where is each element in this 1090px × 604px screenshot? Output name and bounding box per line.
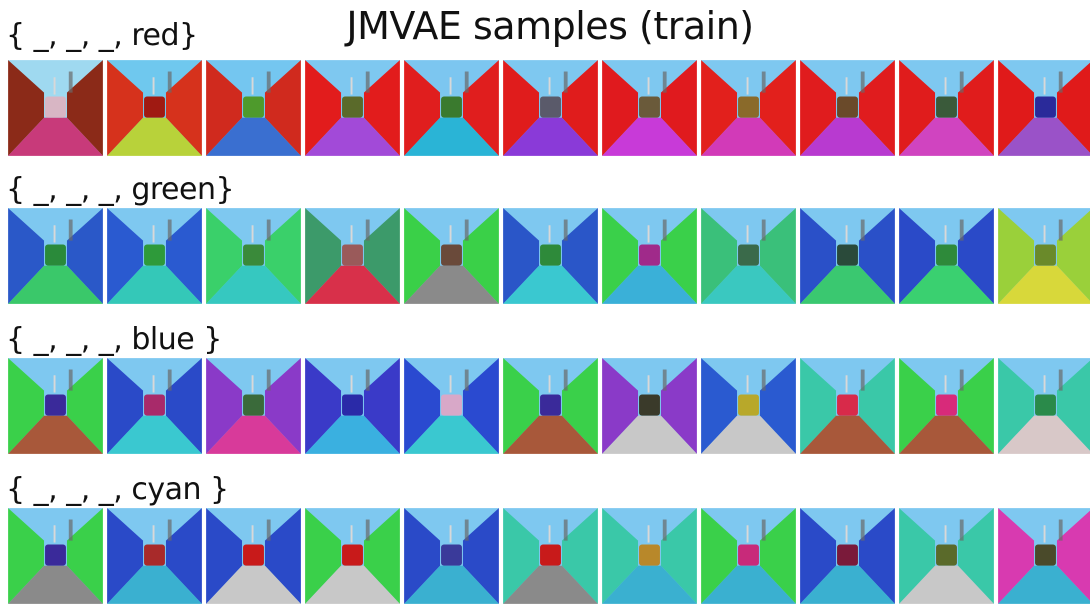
sample-image [998, 60, 1090, 156]
sample-image [602, 508, 697, 604]
sample-image [206, 358, 301, 454]
sample-image [899, 208, 994, 304]
sample-image [503, 358, 598, 454]
sample-image [800, 208, 895, 304]
sample-image [107, 508, 202, 604]
sample-image [8, 60, 103, 156]
sample-image [8, 508, 103, 604]
sample-row-blue [8, 358, 1090, 454]
sample-image [899, 60, 994, 156]
sample-image [503, 508, 598, 604]
sample-image [404, 60, 499, 156]
row-label-red: { _, _, _, red} [6, 18, 198, 53]
sample-row-green [8, 208, 1090, 304]
sample-image [206, 508, 301, 604]
sample-image [404, 358, 499, 454]
row-label-cyan: { _, _, _, cyan } [6, 472, 229, 507]
sample-image [107, 358, 202, 454]
sample-image [206, 208, 301, 304]
sample-row-cyan [8, 508, 1090, 604]
row-label-green: { _, _, _, green} [6, 172, 235, 207]
sample-image [503, 208, 598, 304]
figure-title: JMVAE samples (train) [346, 4, 754, 48]
sample-image [899, 508, 994, 604]
sample-image [800, 358, 895, 454]
sample-image [8, 208, 103, 304]
sample-image [305, 208, 400, 304]
sample-image [701, 508, 796, 604]
sample-image [800, 60, 895, 156]
sample-image [998, 508, 1090, 604]
sample-image [107, 208, 202, 304]
sample-image [701, 60, 796, 156]
sample-image [305, 358, 400, 454]
sample-image [701, 208, 796, 304]
sample-image [305, 60, 400, 156]
sample-image [998, 208, 1090, 304]
sample-image [602, 208, 697, 304]
sample-image [602, 60, 697, 156]
sample-image [800, 508, 895, 604]
sample-image [8, 358, 103, 454]
sample-image [404, 508, 499, 604]
sample-row-red [8, 60, 1090, 156]
sample-image [503, 60, 598, 156]
sample-image [404, 208, 499, 304]
sample-image [107, 60, 202, 156]
sample-image [206, 60, 301, 156]
sample-image [701, 358, 796, 454]
sample-image [899, 358, 994, 454]
sample-image [305, 508, 400, 604]
sample-image [602, 358, 697, 454]
row-label-blue: { _, _, _, blue } [6, 322, 222, 357]
sample-image [998, 358, 1090, 454]
